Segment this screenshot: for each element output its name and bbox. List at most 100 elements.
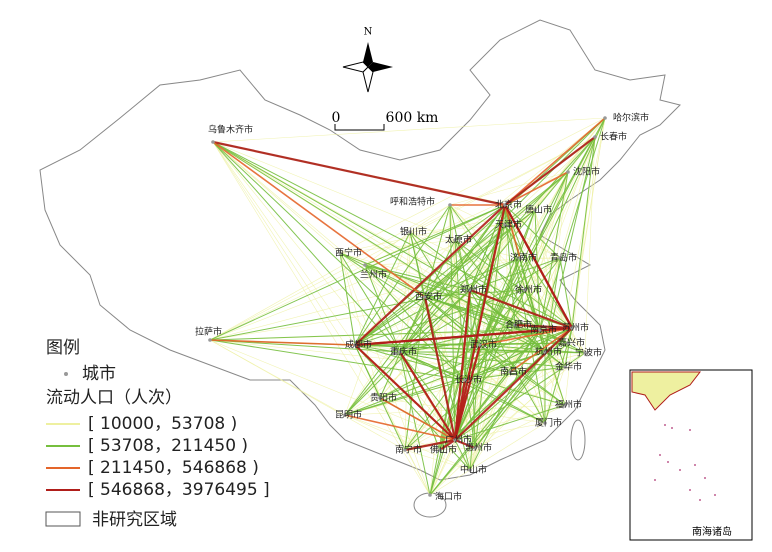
city-dot (593, 135, 597, 139)
city-label: 青岛市 (550, 252, 577, 264)
flow-line (364, 264, 546, 353)
legend-non-study: 非研究区域 (92, 510, 177, 530)
flow-line (454, 289, 526, 441)
legend-class-label: [ 546868，3976495 ] (88, 480, 270, 500)
flow-line (364, 264, 466, 381)
flow-line (504, 171, 569, 206)
flow-line (399, 351, 466, 381)
flow-line (429, 366, 566, 496)
flow-line (354, 231, 411, 346)
city-dot (453, 438, 457, 442)
flow-line (504, 136, 596, 206)
legend-class-label: [ 211450，546868 ) (88, 458, 259, 478)
city-dot (563, 365, 567, 369)
flow-line (344, 414, 456, 441)
city-label: 西安市 (415, 291, 442, 303)
city-dot (603, 116, 607, 120)
flow-line (504, 204, 573, 329)
flow-line (469, 289, 526, 471)
city-label: 南京市 (530, 324, 557, 336)
flow-line (454, 327, 573, 441)
flow-line (504, 117, 606, 206)
flow-line (469, 288, 573, 330)
flow-line (212, 141, 456, 241)
flow-line (212, 141, 471, 291)
flow-line (344, 296, 426, 416)
flow-line (354, 344, 511, 373)
flow-line (424, 296, 569, 344)
city-label: 佛山市 (430, 444, 457, 456)
city-dot (428, 493, 432, 497)
city-dot (473, 446, 477, 450)
flow-line (209, 339, 466, 381)
flow-line (344, 414, 441, 451)
taiwan (570, 419, 586, 461)
flow-line (409, 231, 476, 449)
legend-non-study-swatch (45, 511, 81, 527)
city-label: 福州市 (555, 399, 582, 411)
flow-line (453, 204, 507, 441)
city-label: 武汉市 (470, 339, 497, 351)
flow-line (399, 351, 441, 451)
city-label: 呼和浩特市 (390, 196, 435, 208)
flow-line (339, 252, 541, 331)
city-label: 沈阳市 (573, 166, 600, 178)
flow-line (364, 264, 401, 353)
city-dot (513, 323, 517, 327)
flow-line (454, 329, 541, 441)
flow-line (409, 231, 541, 331)
flow-line (449, 204, 456, 441)
flow-line (479, 344, 586, 354)
flow-line (339, 252, 356, 346)
city-label: 太原市 (445, 234, 472, 246)
flow-line (344, 351, 401, 416)
flow-line (571, 136, 596, 329)
flow-line (539, 329, 566, 406)
flow-line (479, 209, 536, 346)
flow-line (212, 117, 606, 143)
city-label: 重庆市 (390, 346, 417, 358)
flow-line (509, 327, 573, 373)
flow-line (404, 329, 541, 451)
flow-line (469, 329, 541, 471)
city-dot (533, 208, 537, 212)
flow-line (479, 117, 606, 346)
flow-line (454, 422, 546, 441)
city-dot (408, 230, 412, 234)
city-label: 拉萨市 (195, 326, 222, 338)
city-dot (448, 203, 452, 207)
flow-line (584, 136, 596, 354)
flow-line (439, 439, 456, 451)
city-label: 苏州市 (562, 322, 589, 334)
legend-title: 图例 (46, 338, 80, 358)
flow-line (399, 351, 566, 368)
flow-line (449, 204, 561, 259)
city-dot (211, 140, 215, 144)
city-dot (463, 378, 467, 382)
city-label: 杭州市 (535, 346, 562, 358)
city-label: 郑州市 (460, 284, 487, 296)
city-dot (566, 341, 570, 345)
flow-line (424, 204, 451, 298)
flow-line (404, 344, 481, 451)
city-dot (503, 223, 507, 227)
flow-line (404, 449, 471, 471)
flow-line (209, 204, 506, 341)
flow-line (469, 447, 476, 471)
inset-coast (631, 371, 702, 411)
flow-line (399, 231, 411, 353)
flow-line (209, 339, 406, 451)
city-dot (543, 350, 547, 354)
city-dot (208, 338, 212, 342)
flow-line (534, 209, 541, 331)
flow-line (209, 204, 451, 341)
flow-line (404, 404, 566, 451)
flow-line (344, 404, 566, 416)
flow-line (209, 136, 596, 341)
city-label: 唐山市 (525, 204, 552, 216)
city-dot (398, 350, 402, 354)
flow-line (474, 351, 546, 449)
flow-line (399, 351, 546, 424)
city-dot (503, 203, 507, 207)
